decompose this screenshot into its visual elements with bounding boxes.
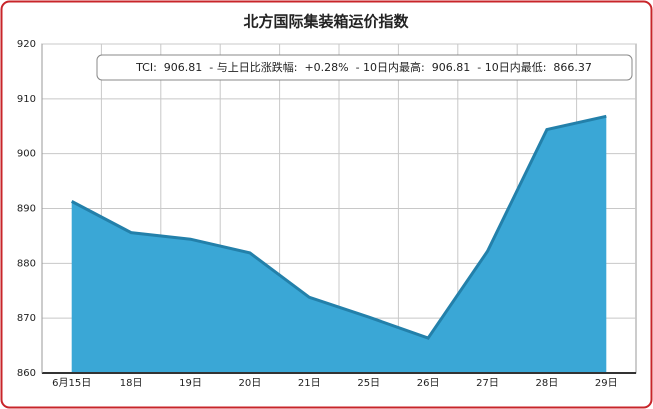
x-tick-label: 19日 <box>179 378 202 389</box>
x-tick-label: 26日 <box>417 378 440 389</box>
x-tick-label: 29日 <box>595 378 618 389</box>
x-tick-label: 18日 <box>120 378 143 389</box>
x-tick-label: 21日 <box>298 378 321 389</box>
chart-title: 北方国际集装箱运价指数 <box>243 13 409 31</box>
annotation-box <box>96 54 633 81</box>
x-tick-label: 27日 <box>476 378 499 389</box>
y-tick-label: 870 <box>17 313 36 324</box>
annotation: TCI: 906.81 - 与上日比涨跌幅: +0.28% - 10日内最高: … <box>135 60 592 74</box>
y-tick-label: 880 <box>17 258 36 269</box>
x-tick-label: 20日 <box>239 378 262 389</box>
line <box>71 114 607 340</box>
y-tick-label: 890 <box>17 204 36 215</box>
area <box>71 116 607 373</box>
y-tick-label: 900 <box>17 149 36 160</box>
y-tick-label: 910 <box>17 94 36 105</box>
x-tick-label: 25日 <box>357 378 380 389</box>
y-tick-label: 860 <box>17 368 36 379</box>
x-tick-label: 6月15日 <box>52 377 91 389</box>
y-tick-label: 920 <box>17 39 36 50</box>
x-tick-label: 28日 <box>536 378 559 389</box>
